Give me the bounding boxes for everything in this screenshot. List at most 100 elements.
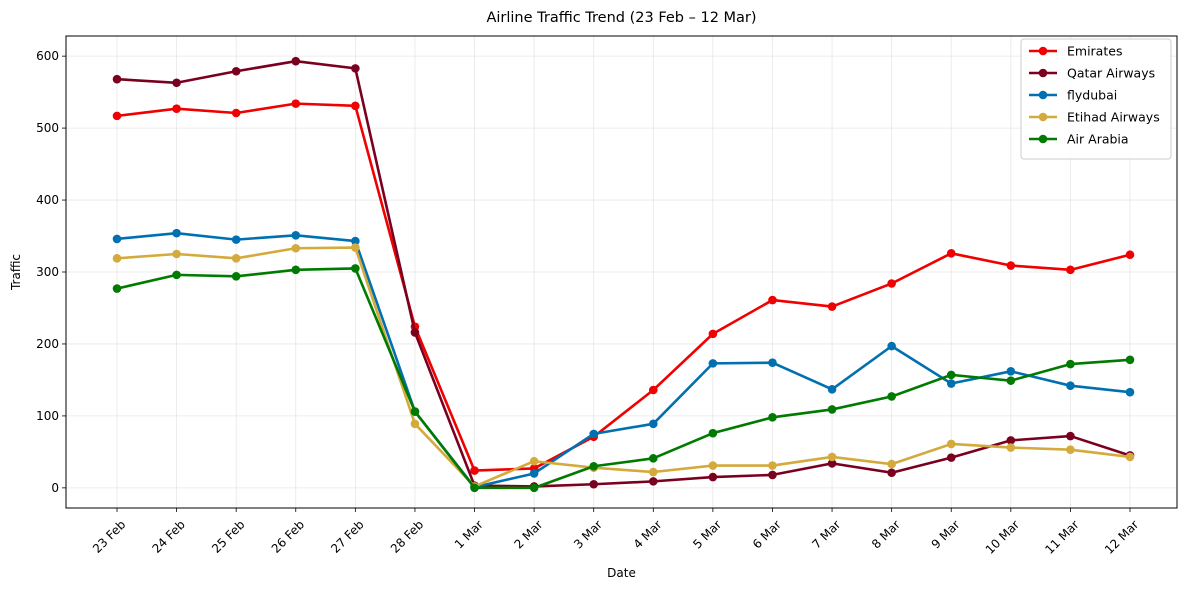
data-point <box>172 228 181 238</box>
data-point <box>946 248 956 258</box>
legend-marker <box>1038 112 1048 122</box>
data-point <box>470 466 479 475</box>
data-point <box>1006 261 1016 270</box>
data-point <box>291 99 301 108</box>
data-point <box>887 468 896 478</box>
data-point <box>529 483 539 493</box>
legend-marker <box>1038 90 1048 100</box>
data-point <box>291 56 301 66</box>
data-point <box>887 459 896 469</box>
y-tick-label: 100 <box>36 409 59 423</box>
data-point <box>648 467 658 477</box>
data-point <box>231 272 241 281</box>
data-point <box>887 341 896 351</box>
series-line <box>115 231 1132 489</box>
data-point <box>172 104 181 113</box>
data-point <box>291 231 301 240</box>
data-point <box>827 384 837 394</box>
data-point <box>1125 387 1135 397</box>
data-point <box>112 234 122 244</box>
series-line <box>115 267 1132 490</box>
data-point <box>946 453 956 462</box>
data-point <box>231 108 241 118</box>
data-point <box>589 479 599 489</box>
data-point <box>1006 366 1016 376</box>
data-point <box>291 265 301 275</box>
data-point <box>351 243 360 252</box>
data-point <box>1006 436 1016 445</box>
legend-marker <box>1038 46 1048 56</box>
data-point <box>470 483 479 493</box>
data-point <box>1066 359 1075 369</box>
x-axis-title: Date <box>607 566 636 580</box>
legend-box <box>1020 38 1172 160</box>
legend-label: Qatar Airways <box>1067 66 1155 81</box>
legend-marker <box>1038 68 1048 78</box>
data-point <box>1125 355 1135 365</box>
y-tick-label: 600 <box>36 49 59 63</box>
data-point <box>768 358 777 367</box>
series-flydubai <box>112 228 1135 492</box>
data-point <box>1006 376 1016 385</box>
data-point <box>887 392 896 401</box>
data-point <box>172 270 181 280</box>
data-point <box>410 419 420 429</box>
data-point <box>112 284 122 293</box>
legend-label: Emirates <box>1067 44 1122 59</box>
y-axis-ticks: 0 100 200 300 400 500 600 <box>36 49 66 495</box>
data-point <box>351 264 360 273</box>
legend-marker <box>1038 134 1048 144</box>
data-point <box>410 328 420 337</box>
data-point <box>1066 265 1075 275</box>
data-point <box>708 428 718 438</box>
data-point <box>410 407 420 416</box>
legend-item: Emirates <box>1029 44 1122 59</box>
data-point <box>351 64 360 73</box>
data-point <box>648 477 658 486</box>
legend-item: Air Arabia <box>1029 132 1129 147</box>
data-point <box>529 469 539 478</box>
legend: Emirates Qatar Airways flydubai Etihad Airw… <box>1020 38 1172 160</box>
data-point <box>708 329 718 339</box>
legend-item: flydubai <box>1029 88 1117 103</box>
data-point <box>1125 250 1135 260</box>
data-point <box>768 295 777 305</box>
data-point <box>1125 452 1135 462</box>
data-point <box>172 249 181 259</box>
series-layer <box>112 56 1135 493</box>
data-point <box>946 379 956 388</box>
y-tick-label: 500 <box>36 121 59 135</box>
data-point <box>589 429 599 439</box>
y-tick-label: 200 <box>36 337 59 351</box>
series-etihad-airways <box>112 243 1135 491</box>
y-tick-label: 400 <box>36 193 59 207</box>
data-point <box>708 359 718 368</box>
data-point <box>1066 431 1075 441</box>
data-point <box>172 78 181 88</box>
data-point <box>827 452 837 462</box>
data-point <box>887 279 896 288</box>
data-point <box>827 405 837 414</box>
series-air-arabia <box>112 264 1135 493</box>
data-point <box>827 302 837 311</box>
data-point <box>112 111 122 121</box>
data-point <box>708 461 718 470</box>
y-axis-title: Traffic <box>9 254 23 291</box>
y-tick-label: 0 <box>51 481 59 495</box>
data-point <box>946 439 956 449</box>
data-point <box>648 419 658 429</box>
legend-label: Etihad Airways <box>1067 110 1160 125</box>
data-point <box>529 456 539 466</box>
series-line <box>115 102 1132 472</box>
chart-title: Airline Traffic Trend (23 Feb – 12 Mar) <box>486 10 756 26</box>
series-line <box>115 246 1132 488</box>
legend-label: Air Arabia <box>1067 132 1129 147</box>
data-point <box>648 385 658 395</box>
data-point <box>768 470 777 480</box>
data-point <box>291 243 301 253</box>
data-point <box>946 370 956 380</box>
data-point <box>351 236 360 246</box>
data-point <box>768 413 777 422</box>
